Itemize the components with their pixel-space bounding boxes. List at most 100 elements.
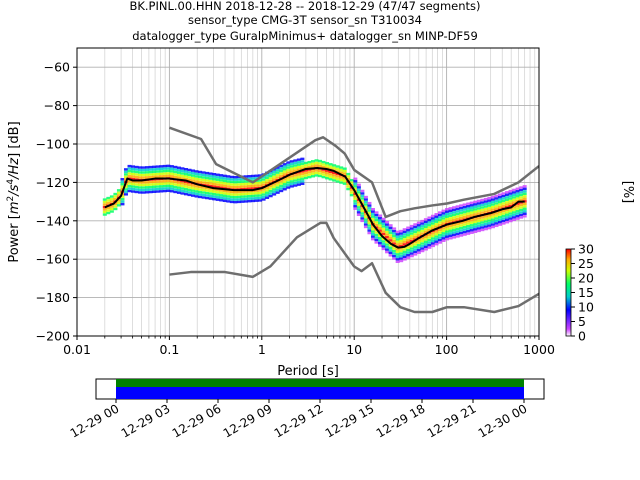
- pdf-cell: [127, 189, 132, 193]
- pdf-cell: [289, 160, 294, 163]
- pdf-cell: [106, 211, 111, 215]
- pdf-cell: [169, 165, 174, 168]
- pdf-cell: [254, 194, 259, 197]
- pdf-cell: [515, 202, 520, 205]
- pdf-cell: [480, 211, 485, 214]
- pdf-cell: [180, 177, 185, 180]
- pdf-cell: [378, 219, 383, 222]
- pdf-cell: [208, 177, 213, 180]
- pdf-cell: [438, 223, 443, 227]
- pdf-cell: [243, 192, 248, 196]
- pdf-cell: [145, 173, 150, 177]
- pdf-cell: [363, 223, 368, 226]
- pdf-cell: [445, 233, 450, 236]
- pdf-cell: [388, 254, 393, 257]
- timeline-tick-label: 12-29 12: [272, 401, 326, 440]
- pdf-cell: [229, 195, 234, 199]
- colorbar-tick-label: 20: [578, 271, 594, 286]
- y-tick-label: −60: [44, 60, 70, 75]
- pdf-cell: [494, 217, 499, 220]
- pdf-cell: [123, 185, 128, 189]
- pdf-cell: [522, 210, 527, 213]
- pdf-cell: [409, 252, 414, 255]
- pdf-cell: [131, 177, 136, 181]
- pdf-cell: [497, 218, 502, 221]
- pdf-cell: [395, 240, 400, 244]
- pdf-cell: [335, 167, 340, 171]
- pdf-cell: [392, 237, 397, 240]
- pdf-cell: [483, 207, 488, 211]
- pdf-cell: [296, 163, 301, 166]
- pdf-cell: [247, 187, 252, 190]
- pdf-cell: [416, 234, 421, 237]
- pdf-cell: [261, 195, 266, 199]
- pdf-cell: [378, 227, 383, 230]
- pdf-cell: [300, 182, 305, 186]
- pdf-cell: [169, 185, 174, 188]
- pdf-cell: [162, 167, 167, 170]
- pdf-cell: [406, 236, 411, 239]
- pdf-cell: [268, 184, 273, 188]
- pdf-cell: [212, 175, 217, 178]
- pdf-cell: [282, 165, 287, 168]
- pdf-cell: [452, 206, 457, 209]
- pdf-cell: [385, 223, 390, 226]
- pdf-cell: [497, 215, 502, 219]
- pdf-cell: [328, 165, 333, 169]
- pdf-cell: [145, 181, 150, 184]
- pdf-cell: [452, 231, 457, 234]
- pdf-cell: [367, 204, 372, 207]
- pdf-cell: [413, 230, 418, 234]
- pdf-cell: [152, 173, 157, 176]
- pdf-cell: [388, 249, 393, 252]
- pdf-cell: [120, 185, 125, 188]
- pdf-cell: [519, 213, 524, 217]
- pdf-cell: [381, 232, 386, 236]
- pdf-cell: [399, 234, 404, 238]
- pdf-cell: [191, 176, 196, 180]
- pdf-cell: [413, 228, 418, 231]
- pdf-cell: [176, 176, 181, 179]
- pdf-cell: [519, 186, 524, 189]
- pdf-cell: [286, 183, 291, 187]
- pdf-cell: [494, 214, 499, 218]
- pdf-cell: [522, 185, 527, 188]
- pdf-cell: [275, 181, 280, 184]
- pdf-cell: [367, 211, 372, 215]
- pdf-cell: [102, 213, 107, 216]
- pdf-cell: [392, 249, 397, 253]
- pdf-cell: [293, 164, 298, 167]
- pdf-cell: [233, 185, 238, 189]
- pdf-cell: [173, 165, 178, 169]
- pdf-cell: [279, 167, 284, 170]
- pdf-cell: [310, 160, 315, 163]
- pdf-cell: [183, 180, 188, 183]
- pdf-cell: [152, 190, 157, 193]
- timeline-bar-bottom: [116, 387, 524, 399]
- pdf-cell: [180, 172, 185, 175]
- pdf-cell: [515, 190, 520, 193]
- pdf-cell: [166, 179, 171, 183]
- pdf-cell: [455, 212, 460, 216]
- pdf-cell: [208, 172, 213, 175]
- pdf-cell: [339, 171, 344, 174]
- pdf-cell: [434, 238, 439, 241]
- pdf-cell: [427, 216, 432, 219]
- pdf-cell: [233, 176, 238, 179]
- x-tick-label: 0.1: [159, 342, 179, 357]
- pdf-cell: [194, 192, 199, 196]
- pdf-cell: [462, 210, 467, 214]
- pdf-cell: [102, 203, 107, 206]
- pdf-cell: [173, 183, 178, 186]
- pdf-cell: [476, 219, 481, 223]
- pdf-cell: [131, 185, 136, 188]
- pdf-cell: [466, 212, 471, 215]
- pdf-cell: [483, 197, 488, 201]
- pdf-cell: [198, 195, 203, 199]
- pdf-cell: [360, 212, 365, 215]
- pdf-cell: [258, 184, 263, 187]
- title: BK.PINL.00.HHN 2018-12-28 -- 2018-12-29 …: [129, 0, 480, 43]
- pdf-cell: [522, 187, 527, 191]
- pdf-cell: [505, 193, 510, 196]
- pdf-cell: [251, 194, 256, 198]
